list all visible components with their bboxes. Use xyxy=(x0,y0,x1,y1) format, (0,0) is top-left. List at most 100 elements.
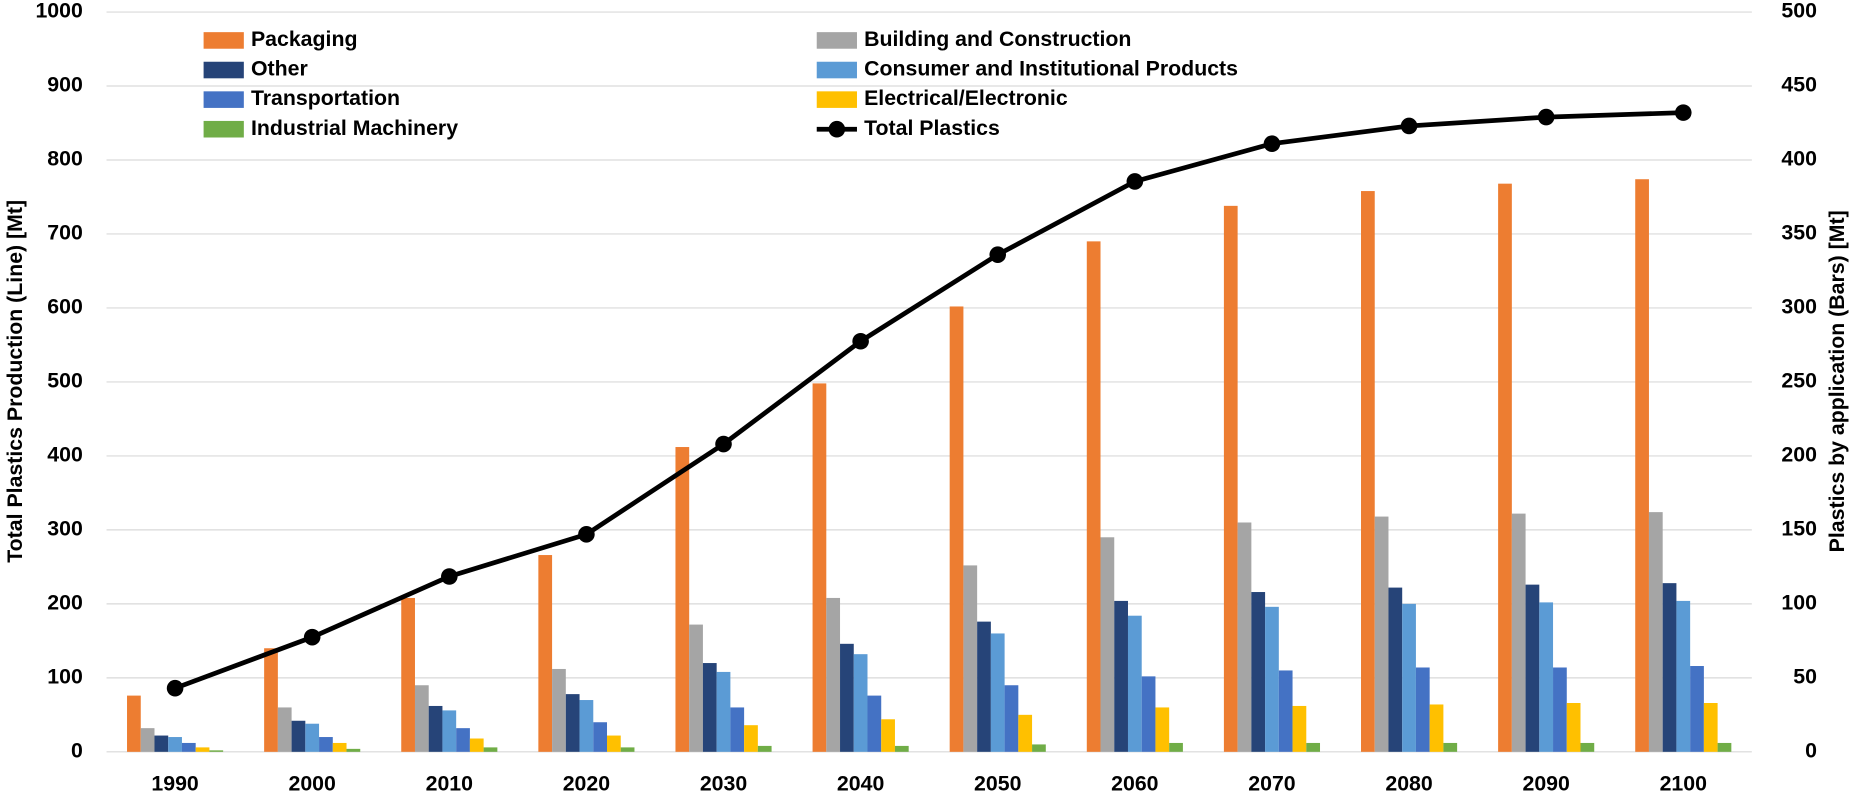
legend-label: Consumer and Institutional Products xyxy=(864,57,1238,81)
line-marker xyxy=(1400,117,1418,135)
y-tick-label: 500 xyxy=(47,369,83,393)
bar xyxy=(1415,667,1430,752)
bar xyxy=(1223,205,1238,752)
y-tick-label: 200 xyxy=(47,590,83,614)
y2-tick-label: 450 xyxy=(1781,73,1817,97)
bar xyxy=(1703,703,1718,752)
bar xyxy=(949,306,964,752)
y2-tick-label: 150 xyxy=(1781,517,1817,541)
line-marker xyxy=(441,568,458,585)
line-marker xyxy=(989,246,1007,263)
bar xyxy=(168,737,182,752)
bar xyxy=(1539,602,1554,752)
bar xyxy=(1251,592,1266,752)
bar xyxy=(1278,670,1293,752)
y-tick-label: 1000 xyxy=(35,0,82,23)
bar xyxy=(1086,241,1101,752)
bar xyxy=(757,745,772,752)
bar xyxy=(291,720,306,752)
bar xyxy=(401,597,415,752)
y-tick-label: 0 xyxy=(71,738,83,762)
bar xyxy=(181,742,196,752)
line-marker xyxy=(303,628,321,646)
bar xyxy=(1553,667,1567,752)
x-tick-label: 2090 xyxy=(1522,772,1569,796)
y-tick-label: 700 xyxy=(47,221,83,245)
x-tick-label: 1990 xyxy=(151,772,198,796)
legend-label: Building and Construction xyxy=(864,27,1131,51)
bar xyxy=(730,707,745,752)
bar xyxy=(894,745,909,752)
bar xyxy=(1292,705,1307,752)
bar xyxy=(1004,685,1019,752)
legend-swatch xyxy=(203,32,244,49)
bar xyxy=(1566,703,1581,752)
bar xyxy=(675,447,690,752)
bar xyxy=(456,728,470,752)
bar xyxy=(1237,522,1252,752)
x-tick-label: 2040 xyxy=(837,772,884,796)
bar xyxy=(414,685,429,752)
bar xyxy=(1018,714,1033,752)
bar xyxy=(1525,584,1540,752)
legend-label: Other xyxy=(251,57,308,81)
bar xyxy=(607,735,621,752)
bar xyxy=(963,565,978,752)
line-marker xyxy=(1674,104,1692,121)
bar xyxy=(1155,707,1170,752)
legend-swatch xyxy=(203,91,244,108)
x-tick-label: 2070 xyxy=(1248,772,1295,796)
x-tick-label: 2060 xyxy=(1111,772,1158,796)
bar xyxy=(744,725,758,752)
bar xyxy=(346,748,361,752)
x-tick-label: 2050 xyxy=(974,772,1021,796)
line-marker xyxy=(715,435,732,453)
bar xyxy=(579,700,594,752)
bar xyxy=(552,668,566,752)
bar xyxy=(1676,600,1691,752)
bar xyxy=(1511,513,1526,752)
bar xyxy=(209,750,224,752)
x-tick-label: 2100 xyxy=(1660,772,1707,796)
y-tick-label: 100 xyxy=(47,664,83,688)
y-tick-label: 300 xyxy=(47,517,83,541)
bar xyxy=(1169,742,1183,752)
bar xyxy=(319,737,333,752)
bar xyxy=(127,695,141,752)
bar xyxy=(428,705,443,752)
y-tick-label: 400 xyxy=(47,443,83,467)
x-tick-label: 2010 xyxy=(426,772,473,796)
bar xyxy=(867,695,882,752)
bar xyxy=(1498,183,1512,752)
legend-swatch xyxy=(203,120,244,138)
y2-tick-label: 50 xyxy=(1793,664,1817,688)
y-tick-label: 600 xyxy=(47,295,83,319)
legend-label: Packaging xyxy=(251,27,358,51)
bar xyxy=(977,621,991,752)
y-tick-label: 800 xyxy=(47,147,83,171)
bar xyxy=(689,624,703,752)
bar xyxy=(332,742,347,752)
bar xyxy=(826,597,841,752)
bar xyxy=(1306,742,1321,752)
y2-tick-label: 200 xyxy=(1781,443,1817,467)
bar xyxy=(264,648,278,752)
line-marker xyxy=(1263,135,1281,152)
legend-marker xyxy=(828,120,846,138)
bar xyxy=(442,710,457,752)
bar xyxy=(1374,516,1389,752)
bar xyxy=(1580,742,1595,752)
bar xyxy=(565,694,580,752)
bar xyxy=(1114,600,1128,752)
bar xyxy=(702,663,717,752)
bar xyxy=(620,747,635,752)
legend-label: Industrial Machinery xyxy=(251,116,458,140)
y2-axis-title: Plastics by application (Bars) [Mt] xyxy=(1825,210,1849,552)
bar xyxy=(195,747,210,752)
bar xyxy=(140,728,155,752)
bar xyxy=(881,719,895,752)
bar xyxy=(1648,512,1663,752)
bar xyxy=(1662,583,1677,752)
